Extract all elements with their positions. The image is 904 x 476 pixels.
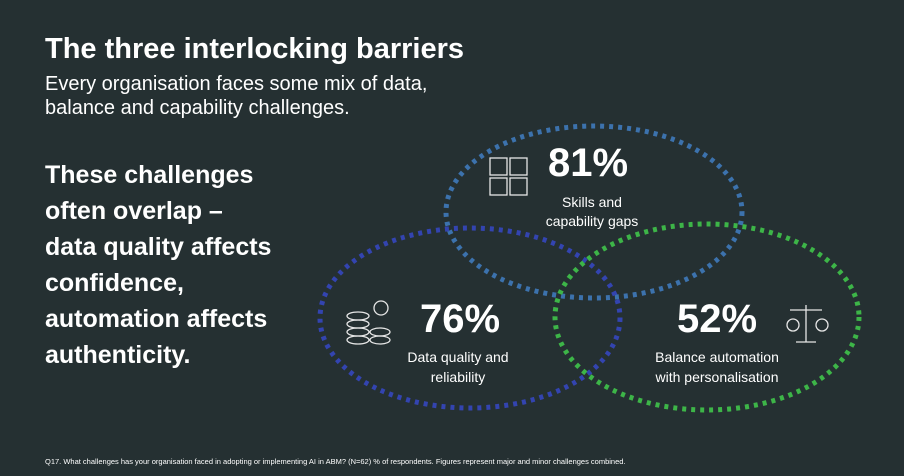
circle-label: Skills and — [562, 194, 622, 210]
footnote: Q17. What challenges has your organisati… — [45, 457, 626, 466]
value-label: 76% — [420, 297, 500, 341]
subtitle: balance and capability challenges. — [45, 97, 350, 119]
circle-label: reliability — [431, 369, 485, 385]
value-label: 52% — [677, 297, 757, 341]
subtitle: Every organisation faces some mix of dat… — [45, 73, 427, 95]
circle-skills — [443, 123, 745, 301]
body-text: These challenges often overlap – data qual… — [45, 161, 271, 369]
circle-balance — [552, 221, 862, 413]
value-label: 81% — [548, 141, 628, 185]
body-line: confidence, — [45, 269, 184, 297]
circle-data — [317, 225, 623, 411]
circle-label: capability gaps — [546, 213, 639, 229]
puzzle-icon — [489, 157, 528, 196]
coins-icon — [346, 300, 391, 345]
circle-label: Data quality and — [407, 349, 508, 365]
body-line: often overlap – — [45, 197, 223, 225]
body-line: authenticity. — [45, 341, 190, 369]
body-line: automation affects — [45, 305, 267, 333]
body-line: These challenges — [45, 161, 253, 189]
title: The three interlocking barriers — [45, 33, 464, 65]
circle-label: with personalisation — [655, 369, 779, 385]
circle-label: Balance automation — [655, 349, 779, 365]
scale-icon — [786, 305, 829, 343]
body-line: data quality affects — [45, 233, 271, 261]
